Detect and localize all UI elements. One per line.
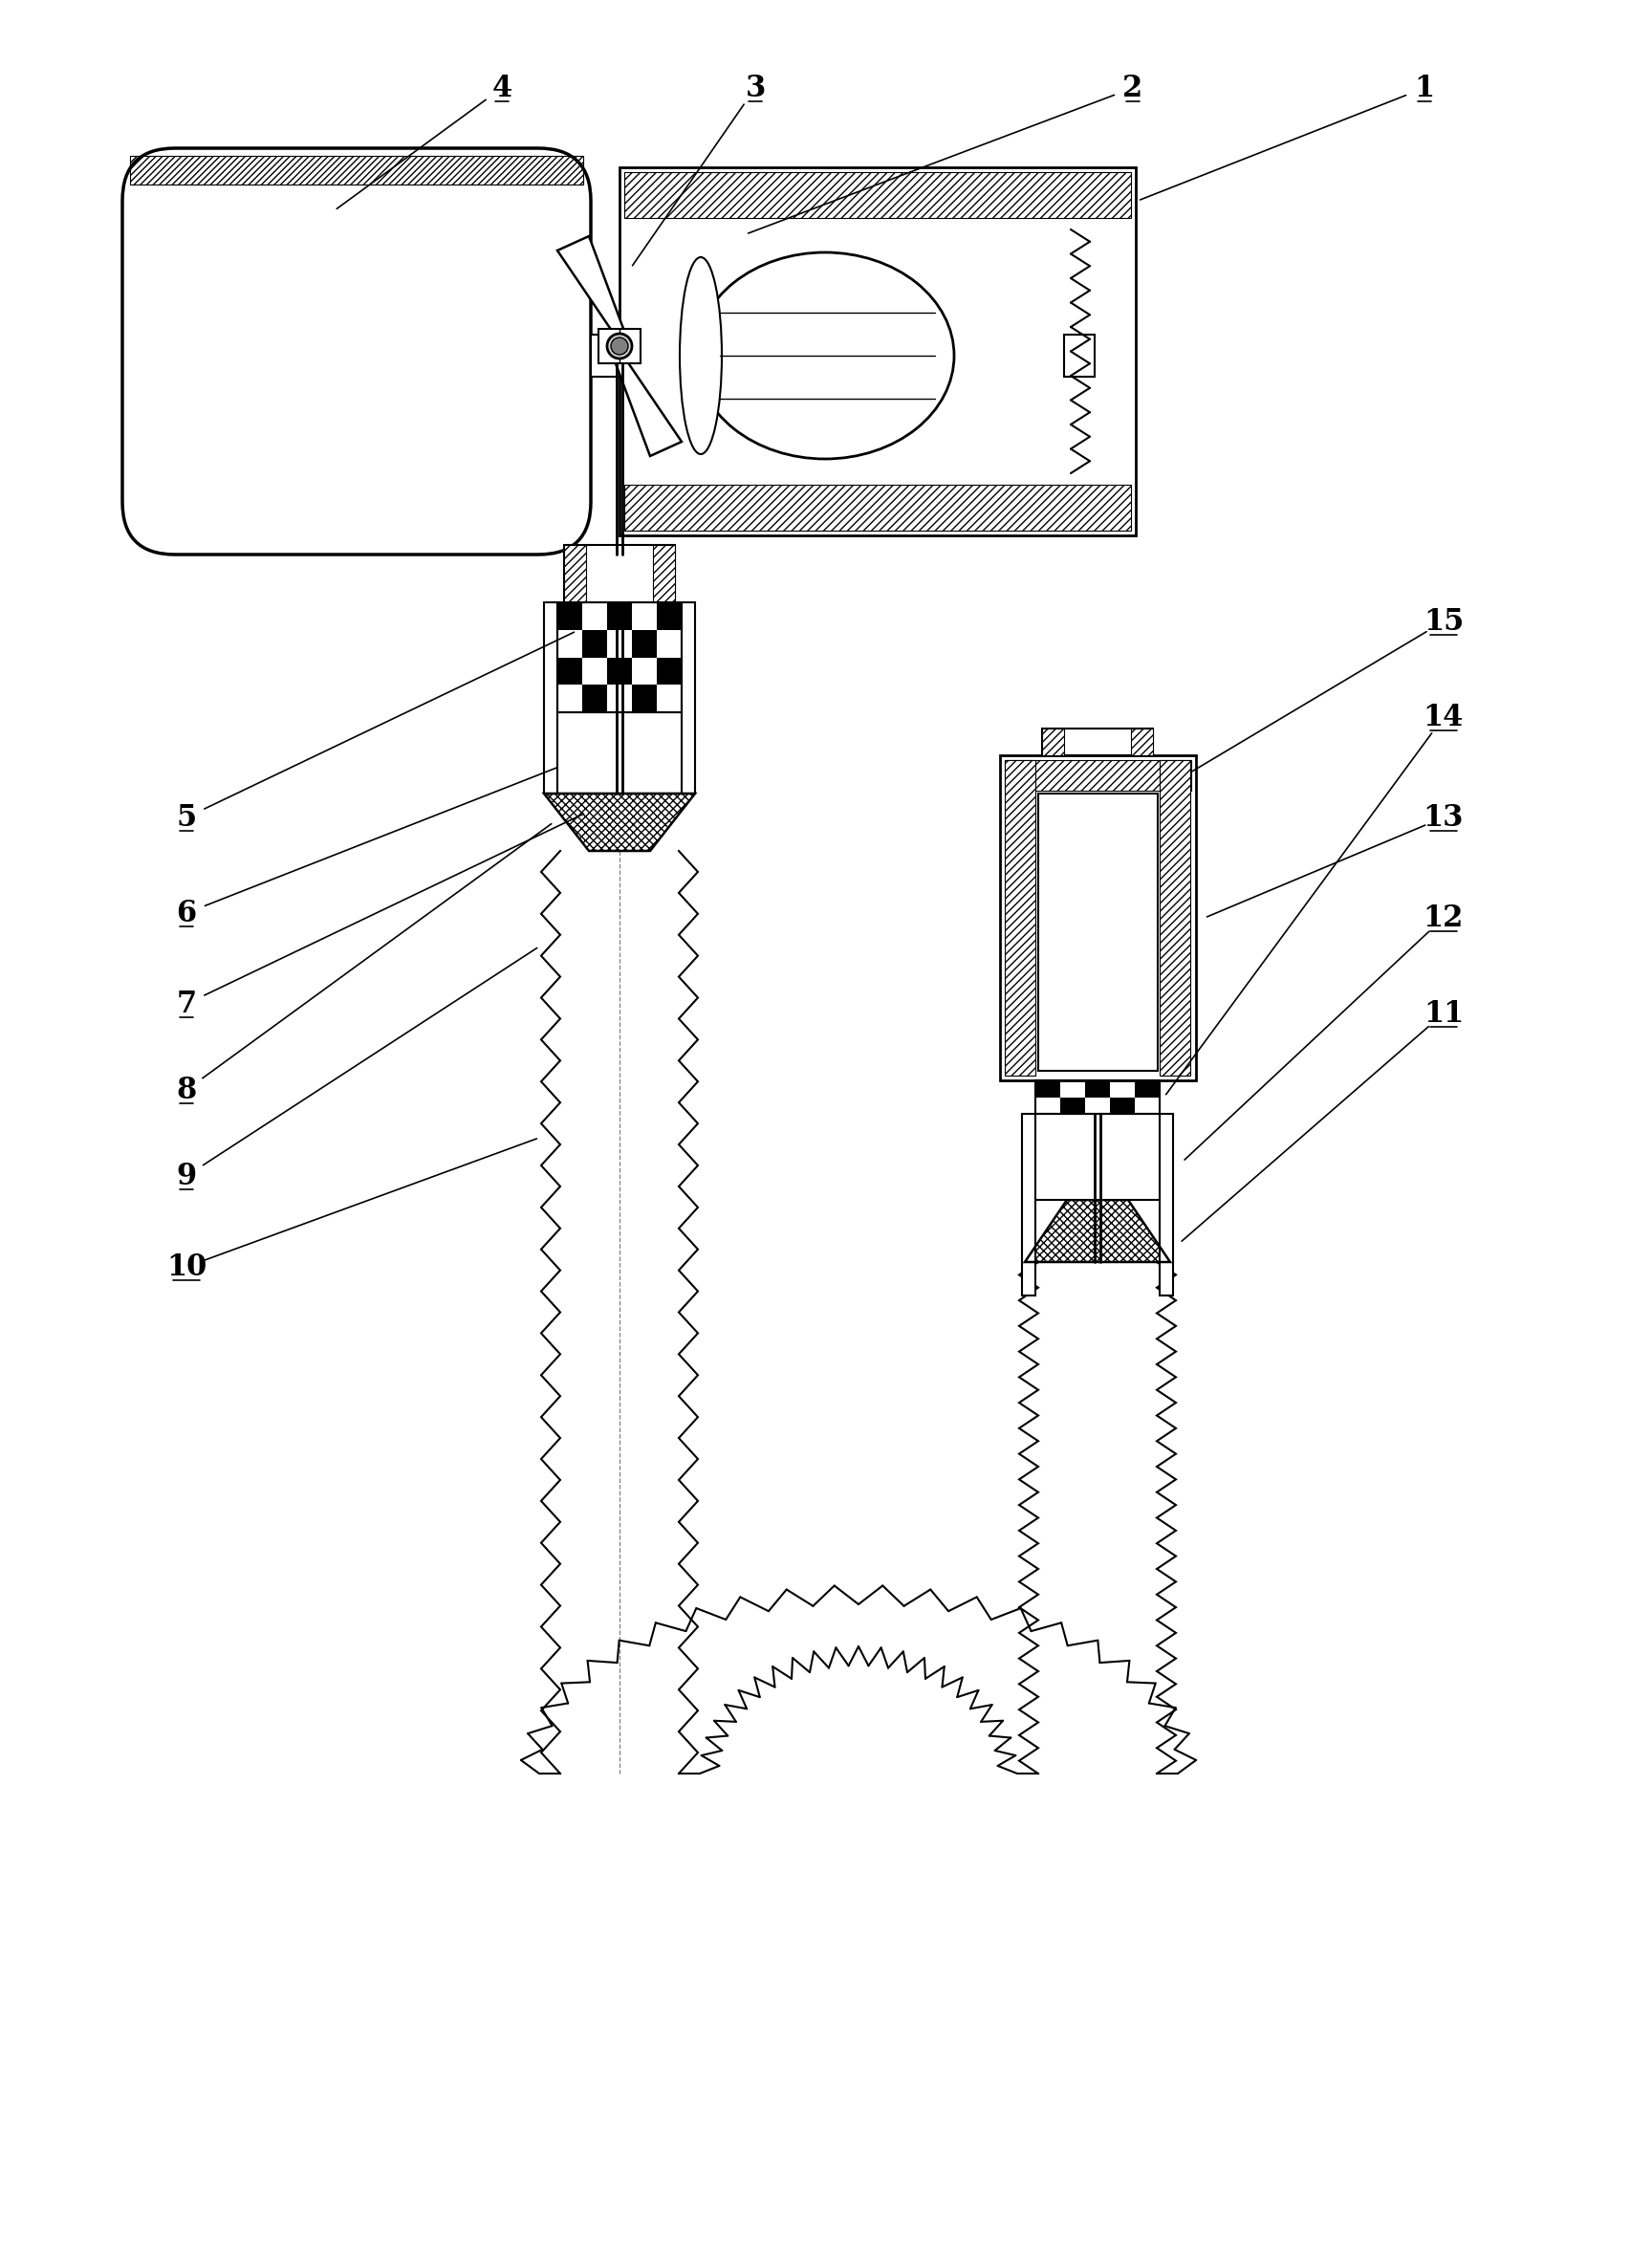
Text: 14: 14 — [1424, 702, 1464, 731]
Text: 3: 3 — [745, 72, 765, 102]
Text: 11: 11 — [1424, 998, 1464, 1028]
Bar — [624, 484, 1132, 530]
Text: 12: 12 — [1424, 903, 1464, 933]
Text: 2: 2 — [1123, 72, 1143, 102]
Bar — [657, 602, 682, 629]
Ellipse shape — [695, 251, 955, 460]
Bar — [1036, 1114, 1160, 1200]
Polygon shape — [1024, 1200, 1170, 1261]
Bar — [999, 756, 1196, 1080]
Bar — [563, 546, 676, 602]
Bar — [633, 684, 657, 713]
Bar — [620, 168, 1137, 534]
Bar — [557, 657, 582, 684]
Ellipse shape — [611, 337, 628, 355]
Text: 8: 8 — [177, 1075, 197, 1105]
Bar — [131, 156, 583, 186]
Bar — [1135, 1080, 1160, 1098]
Text: 1: 1 — [1414, 72, 1434, 102]
Bar — [1061, 1098, 1085, 1114]
Bar — [1036, 1080, 1061, 1098]
Bar — [606, 602, 633, 629]
Bar — [682, 602, 695, 795]
Bar — [1160, 1114, 1173, 1295]
Bar — [1085, 1080, 1110, 1098]
Bar — [1037, 795, 1158, 1071]
Bar — [557, 602, 682, 713]
Bar — [633, 629, 657, 657]
Text: 13: 13 — [1424, 804, 1464, 833]
Bar — [557, 602, 582, 629]
Text: 6: 6 — [177, 899, 197, 928]
Text: 9: 9 — [177, 1161, 197, 1191]
Text: 4: 4 — [492, 72, 512, 102]
Polygon shape — [544, 795, 695, 851]
Bar — [1132, 729, 1153, 756]
Text: 10: 10 — [167, 1252, 206, 1281]
Text: 7: 7 — [177, 989, 197, 1019]
Bar — [1042, 729, 1064, 756]
Bar — [1036, 1080, 1160, 1114]
Ellipse shape — [679, 258, 722, 455]
Bar — [1004, 761, 1036, 1075]
Bar — [557, 713, 682, 795]
Bar — [591, 335, 628, 376]
Bar — [1004, 761, 1191, 790]
Bar — [598, 328, 641, 362]
Bar — [1042, 729, 1153, 756]
Bar — [582, 684, 606, 713]
Bar — [544, 602, 557, 795]
Bar — [1064, 335, 1095, 376]
Bar — [563, 546, 586, 602]
Bar — [653, 546, 676, 602]
Bar — [1110, 1098, 1135, 1114]
Text: 5: 5 — [177, 804, 197, 833]
Bar — [1160, 761, 1189, 1075]
Ellipse shape — [606, 333, 633, 358]
Bar — [1023, 1114, 1036, 1295]
FancyBboxPatch shape — [122, 147, 591, 555]
Bar — [606, 657, 633, 684]
Bar — [624, 172, 1132, 217]
Polygon shape — [615, 358, 682, 455]
Polygon shape — [557, 235, 624, 333]
Bar — [582, 629, 606, 657]
Bar — [657, 657, 682, 684]
Text: 15: 15 — [1424, 607, 1464, 636]
